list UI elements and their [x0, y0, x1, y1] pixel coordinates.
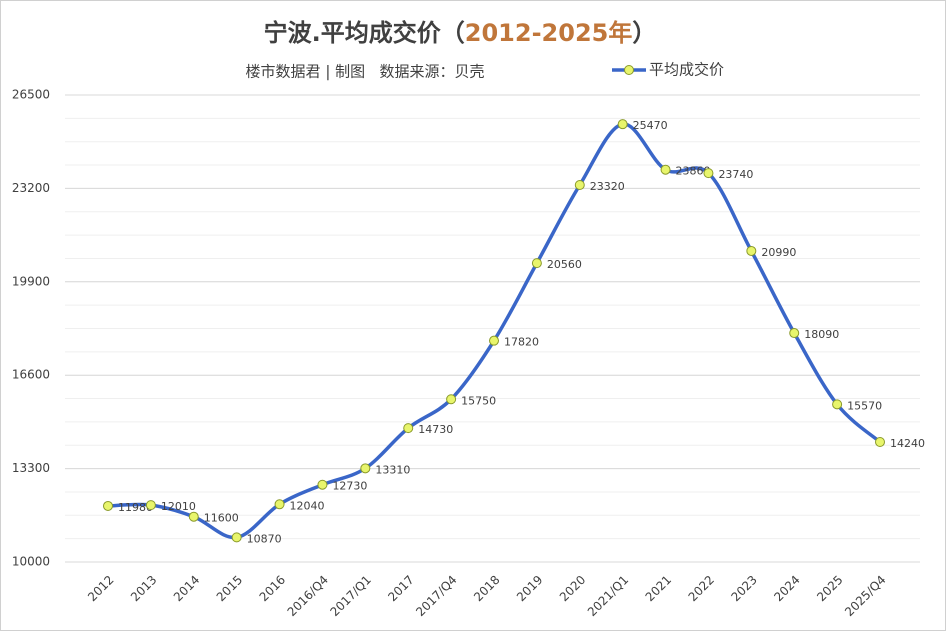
y-tick-label: 10000: [12, 555, 50, 569]
data-label: 11600: [204, 512, 239, 525]
data-point: [145, 500, 156, 511]
data-label: 10870: [247, 532, 282, 545]
data-label: 23860: [676, 165, 711, 178]
series-line: [107, 122, 882, 540]
data-point: [574, 180, 585, 191]
chart-title: 宁波.平均成交价（2012-2025年）: [264, 19, 657, 47]
data-point: [103, 500, 113, 511]
data-point: [274, 499, 285, 510]
data-label: 11980: [118, 501, 153, 514]
data-point: [789, 328, 800, 339]
data-point: [231, 532, 242, 543]
y-tick-label: 13300: [12, 461, 50, 475]
data-label: 20560: [547, 258, 582, 271]
data-label: 12040: [290, 499, 325, 512]
subtitle: 楼市数据君 | 制图 数据来源：贝壳: [246, 63, 485, 81]
data-label: 12730: [332, 480, 367, 493]
data-point: [660, 164, 671, 175]
data-point: [403, 423, 414, 434]
data-point: [446, 394, 457, 405]
data-point: [489, 335, 499, 346]
data-label: 15750: [461, 394, 496, 407]
data-point: [531, 258, 542, 269]
data-label: 15570: [847, 399, 882, 412]
data-label: 17820: [504, 336, 539, 349]
data-point: [832, 399, 843, 410]
title-part: ）: [632, 19, 656, 47]
data-label: 23740: [718, 168, 753, 181]
legend: 平均成交价: [612, 61, 724, 79]
data-label: 23320: [590, 180, 625, 193]
data-label: 20990: [761, 246, 796, 259]
data-label: 14730: [418, 423, 453, 436]
data-label: 12010: [161, 500, 196, 513]
data-point: [875, 436, 885, 447]
title-part: 宁波.平均成交价（: [264, 19, 465, 47]
data-label: 14240: [890, 437, 925, 450]
title-part: 2012-2025年: [465, 19, 633, 47]
legend-marker: [624, 65, 634, 75]
data-point: [703, 168, 714, 179]
y-tick-label: 16600: [12, 368, 50, 382]
data-label: 13310: [375, 463, 410, 476]
y-tick-label: 26500: [12, 88, 50, 102]
y-tick-label: 19900: [12, 274, 50, 288]
data-point: [317, 479, 328, 490]
data-point: [360, 463, 371, 474]
data-label: 18090: [804, 328, 839, 341]
y-tick-label: 23200: [12, 181, 50, 195]
data-point: [188, 511, 199, 522]
data-point: [746, 245, 757, 256]
legend-label: 平均成交价: [649, 61, 724, 79]
data-point: [617, 119, 628, 130]
data-label: 25470: [633, 119, 668, 132]
